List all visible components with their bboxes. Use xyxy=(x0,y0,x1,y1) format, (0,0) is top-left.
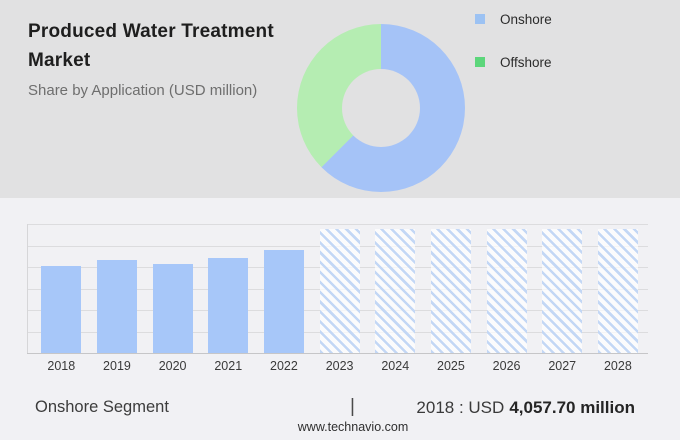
legend-item-offshore: Offshore xyxy=(475,53,552,71)
bar-2020 xyxy=(152,264,193,353)
x-tick-label-2027: 2027 xyxy=(548,359,577,373)
bar-series xyxy=(27,224,648,353)
forecast-bar-2027 xyxy=(542,229,583,353)
x-tick-label-2025: 2025 xyxy=(437,359,465,373)
y-axis-line xyxy=(27,224,28,353)
stat-line: 2018 : USD 4,057.70 million xyxy=(416,398,635,418)
x-axis-labels: 2018 2019 2020 2021 2022 2023 2024 2025 2026 2027… xyxy=(0,359,680,377)
donut-chart xyxy=(297,24,465,192)
x-tick-label-2023: 2023 xyxy=(325,359,354,373)
page-subtitle: Share by Application (USD million) xyxy=(28,82,258,99)
x-tick-label-2018: 2018 xyxy=(47,359,76,373)
x-tick-label-2028: 2028 xyxy=(603,359,632,373)
chart-legend: Onshore Offshore xyxy=(475,10,552,96)
title-block: Produced Water Treatment Market Share by… xyxy=(28,18,358,99)
x-tick-label-2026: 2026 xyxy=(492,359,521,373)
segment-label: Onshore Segment xyxy=(35,398,169,416)
legend-item-onshore: Onshore xyxy=(475,10,552,28)
x-tick-label-2024: 2024 xyxy=(381,359,410,373)
blue-square-icon xyxy=(475,14,485,24)
forecast-bar-2023 xyxy=(319,229,360,353)
bar-2022 xyxy=(263,249,304,353)
x-axis-baseline xyxy=(27,353,648,354)
page-title: Produced Water Treatment Market xyxy=(28,21,274,71)
x-tick-label-2019: 2019 xyxy=(103,359,131,373)
footer-separator: | xyxy=(350,396,355,417)
bar-2019 xyxy=(96,260,137,353)
x-tick-label-2020: 2020 xyxy=(158,359,187,373)
legend-item-label: Onshore xyxy=(500,11,552,27)
gridline xyxy=(27,224,648,225)
website-url: www.technavio.com xyxy=(297,420,409,434)
bar-chart-section: 2018 2019 2020 2021 2022 2023 2024 2025 2026 2027… xyxy=(0,198,680,440)
legend-item-label: Offshore xyxy=(500,54,552,70)
stat-prefix: 2018 : USD xyxy=(416,398,505,417)
header-section: Produced Water Treatment Market Share by… xyxy=(0,0,680,198)
stat-value: 4,057.70 million xyxy=(509,398,635,417)
bar-2021 xyxy=(208,258,249,353)
x-tick-label-2021: 2021 xyxy=(214,359,243,373)
green-square-icon xyxy=(475,57,485,67)
donut-hole xyxy=(342,69,420,147)
x-tick-label-2022: 2022 xyxy=(270,359,298,373)
forecast-bar-2028 xyxy=(597,229,638,353)
forecast-bar-2024 xyxy=(375,229,416,353)
forecast-bar-2025 xyxy=(430,229,471,353)
forecast-bar-2026 xyxy=(486,229,527,353)
bar-2018 xyxy=(41,266,82,353)
